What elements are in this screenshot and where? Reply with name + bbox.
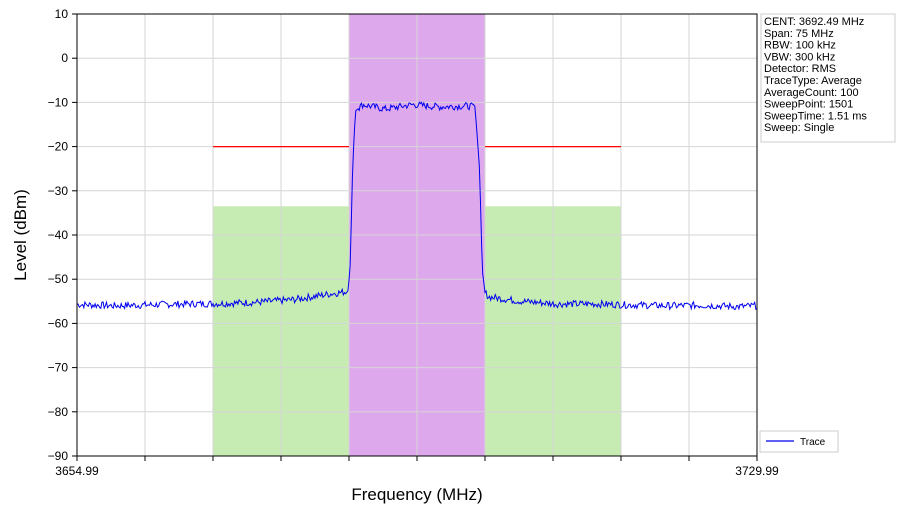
- info-box-background: [760, 13, 896, 143]
- y-tick-label: −20: [48, 140, 69, 154]
- y-tick-label: −70: [48, 361, 69, 375]
- trace-series: [76, 101, 758, 311]
- trace-line: [76, 101, 758, 311]
- y-tick-label: −30: [48, 184, 69, 198]
- info-line: Sweep: Single: [764, 122, 834, 134]
- y-tick-label: −60: [48, 316, 69, 330]
- info-line: TraceType: Average: [764, 75, 862, 87]
- info-line: RBW: 100 kHz: [764, 40, 836, 52]
- y-tick-label: 10: [55, 7, 69, 21]
- x-tick-label-end: 3729.99: [735, 464, 779, 478]
- y-tick-label: −10: [48, 95, 69, 109]
- grid: [77, 13, 757, 457]
- y-axis-label: Level (dBm): [11, 189, 30, 281]
- legend: Trace: [759, 430, 839, 453]
- info-line: SweepTime: 1.51 ms: [764, 110, 867, 122]
- info-line: Span: 75 MHz: [764, 28, 834, 40]
- info-line: VBW: 300 kHz: [764, 51, 835, 63]
- y-tick-label: −50: [48, 272, 69, 286]
- y-tick-label: −80: [48, 405, 69, 419]
- y-tick-label: −90: [48, 449, 69, 463]
- y-tick-label: −40: [48, 228, 69, 242]
- legend-trace-label: Trace: [800, 437, 826, 448]
- x-axis-label: Frequency (MHz): [351, 485, 482, 504]
- y-tick-label: 0: [61, 51, 68, 65]
- x-tick-label-start: 3654.99: [55, 464, 99, 478]
- info-line: AverageCount: 100: [764, 87, 859, 99]
- legend-box: [759, 430, 839, 453]
- info-line: SweepPoint: 1501: [764, 99, 853, 111]
- info-line: Detector: RMS: [764, 63, 836, 75]
- info-line: CENT: 3692.49 MHz: [764, 16, 864, 28]
